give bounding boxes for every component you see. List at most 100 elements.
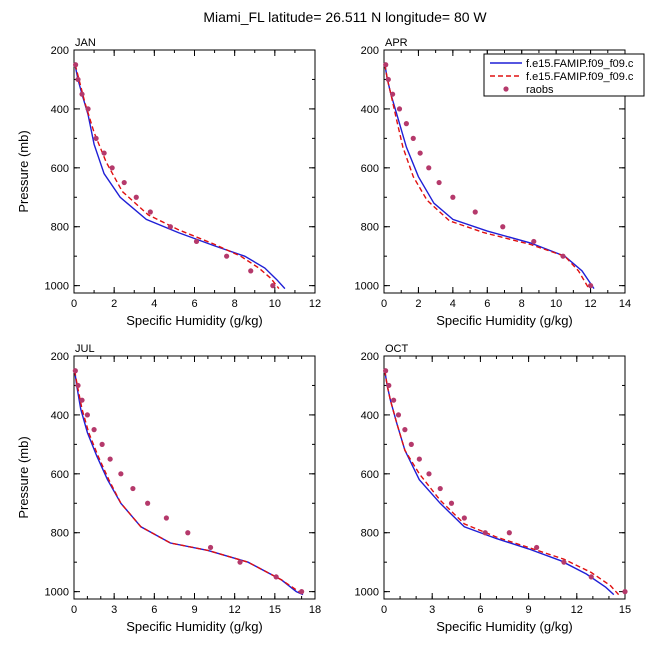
- series-line-solid: [74, 370, 304, 596]
- raobs-point: [396, 106, 403, 112]
- raobs-point: [390, 91, 396, 97]
- raobs-point: [395, 412, 402, 418]
- panel-label: APR: [385, 37, 408, 49]
- y-tick-label: 400: [361, 410, 379, 422]
- raobs-point: [506, 530, 512, 536]
- series-line-dashed: [384, 64, 590, 289]
- raobs-point: [85, 106, 91, 112]
- y-tick-label: 1000: [355, 587, 379, 599]
- x-tick-label: 15: [269, 604, 281, 616]
- y-axis-label: Pressure (mb): [16, 130, 31, 212]
- raobs-point: [75, 76, 81, 83]
- raobs-point: [402, 427, 408, 433]
- raobs-point: [130, 485, 136, 492]
- raobs-point: [391, 397, 397, 403]
- x-tick-label: 0: [71, 298, 77, 310]
- raobs-point: [482, 530, 488, 536]
- raobs-point: [118, 471, 124, 477]
- y-axis-label: Pressure (mb): [16, 436, 31, 518]
- y-tick-label: 200: [361, 45, 379, 57]
- raobs-point: [75, 382, 81, 389]
- x-tick-label: 6: [151, 604, 157, 616]
- y-tick-label: 200: [361, 351, 379, 363]
- raobs-point: [133, 194, 139, 200]
- raobs-point: [237, 559, 243, 565]
- y-tick-label: 800: [51, 222, 69, 234]
- x-tick-label: 9: [526, 604, 532, 616]
- series-line-dashed: [384, 370, 620, 596]
- panel-jan: JAN 0 2 4 6 8 10 12 200 400 600 800 1000 Specific Hum…: [16, 37, 321, 328]
- raobs-point: [450, 194, 456, 200]
- raobs-point: [79, 397, 85, 403]
- x-tick-label: 9: [191, 604, 197, 616]
- raobs-point: [147, 209, 153, 215]
- raobs-point: [531, 238, 537, 245]
- panel-jul: JUL 0 3 6 9 12 15 18 200 400 600 800 1000 Specific Hu…: [16, 343, 321, 634]
- y-tick-label: 600: [51, 163, 69, 175]
- raobs-point: [207, 544, 214, 551]
- raobs-point: [410, 135, 416, 141]
- raobs-point: [84, 412, 90, 418]
- raobs-point: [426, 165, 432, 171]
- legend-marker: [503, 86, 509, 92]
- x-tick-label: 8: [232, 298, 238, 310]
- x-tick-label: 12: [309, 298, 321, 310]
- y-tick-label: 1000: [355, 281, 379, 293]
- raobs-point: [622, 589, 628, 595]
- raobs-point: [436, 179, 442, 186]
- panels: JAN 0 2 4 6 8 10 12 200 400 600 800 1000 Specific Hum…: [16, 37, 631, 634]
- y-tick-label: 400: [51, 104, 69, 116]
- y-tick-label: 800: [361, 528, 379, 540]
- x-tick-label: 6: [484, 298, 490, 310]
- panel-oct: OCT 0 3 6 9 12 15 200 400 600 800 1000 Specific Humi…: [355, 343, 632, 634]
- raobs-point: [73, 62, 79, 68]
- series-line-solid: [74, 64, 286, 290]
- raobs-point: [167, 224, 173, 230]
- panel-label: JAN: [75, 37, 96, 49]
- raobs-point: [403, 121, 409, 127]
- y-tick-label: 1000: [45, 587, 69, 599]
- raobs-point: [185, 530, 191, 536]
- raobs-point: [299, 589, 305, 595]
- x-tick-label: 14: [619, 298, 631, 310]
- x-axis-label: Specific Humidity (g/kg): [126, 313, 263, 328]
- raobs-point: [270, 283, 276, 289]
- raobs-point: [107, 456, 113, 462]
- raobs-point: [248, 268, 254, 274]
- legend-box: [483, 53, 645, 97]
- x-tick-label: 4: [450, 298, 456, 310]
- x-tick-label: 3: [111, 604, 117, 616]
- raobs-point: [121, 179, 127, 186]
- raobs-point: [79, 91, 85, 97]
- raobs-point: [587, 283, 594, 289]
- x-axis-label: Specific Humidity (g/kg): [436, 619, 573, 634]
- raobs-point: [416, 456, 422, 462]
- x-tick-label: 4: [151, 298, 157, 310]
- raobs-point: [448, 500, 455, 506]
- panel-apr: APR 0 2 4 6 8 10 12 14 200 400 600 800 1000 Specific H…: [355, 37, 632, 328]
- raobs-point: [224, 253, 230, 259]
- panel-label: JUL: [75, 343, 95, 355]
- raobs-point: [383, 62, 389, 68]
- x-tick-label: 6: [191, 298, 197, 310]
- x-tick-label: 18: [309, 604, 321, 616]
- raobs-point: [534, 544, 540, 551]
- raobs-point: [163, 515, 169, 521]
- panel-label: OCT: [385, 343, 409, 355]
- x-tick-label: 10: [269, 298, 281, 310]
- x-tick-label: 2: [415, 298, 421, 310]
- y-tick-label: 400: [51, 410, 69, 422]
- y-tick-label: 400: [361, 104, 379, 116]
- plot-frame: [73, 355, 316, 600]
- x-tick-label: 8: [519, 298, 525, 310]
- x-tick-label: 0: [71, 604, 77, 616]
- x-tick-label: 15: [619, 604, 631, 616]
- y-tick-label: 200: [51, 351, 69, 363]
- raobs-point: [386, 382, 392, 389]
- raobs-point: [385, 76, 391, 83]
- raobs-point: [273, 574, 279, 580]
- raobs-point: [109, 165, 115, 171]
- raobs-point: [500, 224, 506, 230]
- x-tick-label: 12: [571, 604, 583, 616]
